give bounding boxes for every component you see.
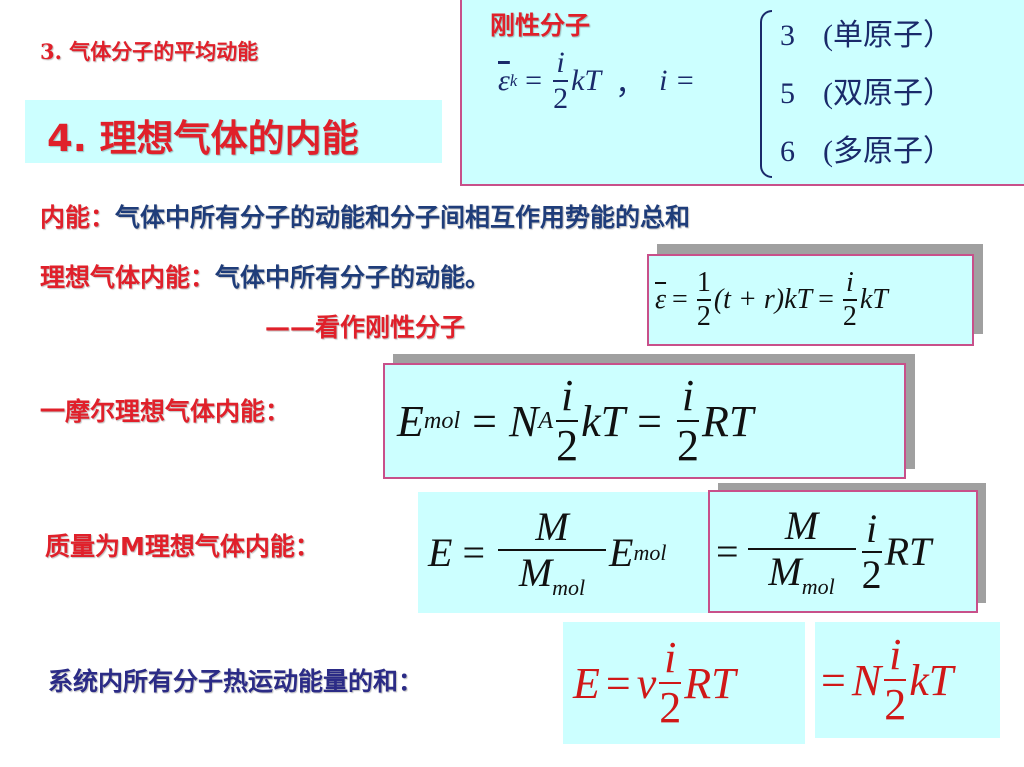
equals: = xyxy=(821,655,846,705)
epsilon: ε xyxy=(655,284,667,315)
brace xyxy=(760,10,772,178)
RT: RT xyxy=(701,396,754,446)
den: 2 xyxy=(884,680,907,729)
num: i xyxy=(889,630,902,679)
equals: = xyxy=(672,284,688,315)
equals: = xyxy=(716,529,739,574)
kT: kT xyxy=(571,64,602,97)
internal-energy-definition: 内能：气体中所有分子的动能和分子间相互作用势能的总和 xyxy=(40,198,690,234)
case-label: (双原子） xyxy=(823,77,953,110)
system-energy-label: 系统内所有分子热运动能量的和： xyxy=(48,667,424,696)
den: 2 xyxy=(842,301,857,332)
den: 2 xyxy=(676,421,699,470)
case-n: 6 xyxy=(780,135,795,168)
kT: kT xyxy=(909,655,954,705)
equals: = xyxy=(462,530,485,575)
mol-sub: mol xyxy=(552,574,586,600)
E: E xyxy=(397,396,424,446)
E: E xyxy=(428,530,453,575)
case-label: (单原子） xyxy=(823,19,953,52)
num: i xyxy=(664,633,677,682)
case-row: 3 (单原子） xyxy=(780,10,953,68)
RT: RT xyxy=(684,658,736,708)
num: i xyxy=(561,371,574,420)
ideal-term: 理想气体内能： xyxy=(40,263,216,292)
rigid-note: ——看作刚性分子 xyxy=(265,313,466,342)
den: 2 xyxy=(861,551,882,597)
cases-list: 3 (单原子） 5 (双原子） 6 (多原子） xyxy=(780,10,953,184)
kT: kT xyxy=(859,284,888,315)
epsilon: ε xyxy=(498,64,510,97)
case-n: 5 xyxy=(780,77,795,110)
comma: ， xyxy=(615,68,646,101)
t-plus-r-kT: (t + r)kT xyxy=(713,284,813,315)
nu: ν xyxy=(636,658,657,708)
section-3-title: 3. 气体分子的平均动能 xyxy=(40,39,259,64)
num: 1 xyxy=(696,267,711,298)
mole-energy-label: 一摩尔理想气体内能： xyxy=(40,397,291,426)
kT: kT xyxy=(581,396,626,446)
section-4-box: 4. 理想气体的内能 xyxy=(25,100,442,163)
num: i xyxy=(845,267,854,298)
equals: = xyxy=(472,396,497,446)
den: 2 xyxy=(553,82,569,115)
mol-sub: mol xyxy=(423,407,461,434)
num: i xyxy=(866,505,878,551)
den: 2 xyxy=(696,301,711,332)
E: E xyxy=(573,658,600,708)
A-sub: A xyxy=(538,407,554,434)
ideal-gas-definition: 理想气体内能：气体中所有分子的动能。 xyxy=(40,258,490,294)
i-equals: i = xyxy=(659,64,696,97)
M: M xyxy=(768,548,802,594)
mass-energy-label: 质量为M理想气体内能： xyxy=(45,532,320,561)
N: N xyxy=(509,396,539,446)
num: i xyxy=(556,46,565,79)
case-row: 5 (双原子） xyxy=(780,68,953,126)
N: N xyxy=(851,655,882,705)
mol-sub: mol xyxy=(801,573,835,599)
case-row: 6 (多原子） xyxy=(780,126,953,184)
def-text: 气体中所有分子的动能和分子间相互作用势能的总和 xyxy=(115,203,691,232)
equals: = xyxy=(818,284,834,315)
case-label: (多原子） xyxy=(823,135,953,168)
equals: = xyxy=(525,64,543,97)
M: M xyxy=(518,549,553,595)
def-term: 内能： xyxy=(40,203,116,232)
equals: = xyxy=(605,658,631,708)
num: M xyxy=(784,502,819,548)
k-sub: k xyxy=(509,71,518,90)
E: E xyxy=(609,530,634,575)
rigid-title: 刚性分子 xyxy=(490,11,591,40)
mol-sub: mol xyxy=(633,539,667,565)
num: M xyxy=(535,503,569,549)
equals: = xyxy=(637,396,662,446)
den: 2 xyxy=(659,683,682,732)
case-n: 3 xyxy=(780,19,795,52)
RT: RT xyxy=(884,529,932,574)
num: i xyxy=(681,371,695,420)
section-4-title: 4. 理想气体的内能 xyxy=(47,117,359,160)
ideal-text: 气体中所有分子的动能。 xyxy=(215,263,491,292)
den: 2 xyxy=(556,421,579,470)
